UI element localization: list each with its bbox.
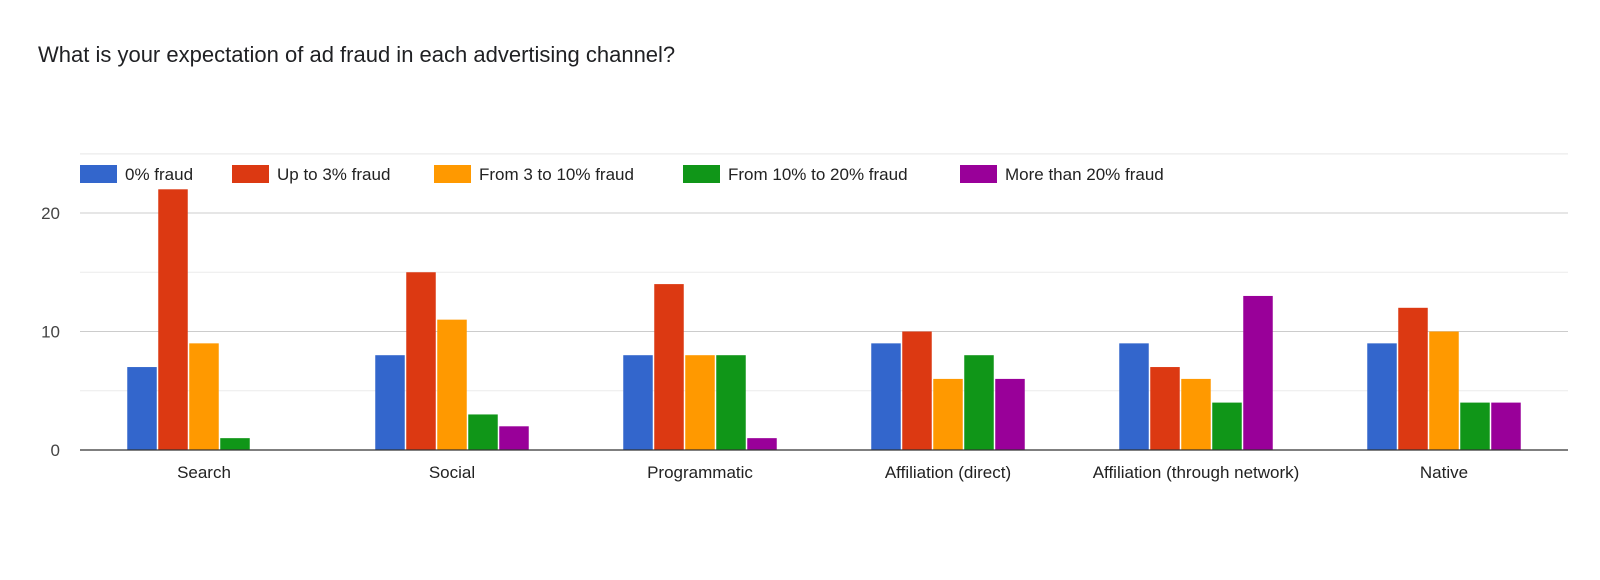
bar — [1367, 343, 1397, 450]
bar — [654, 284, 684, 450]
bar — [127, 367, 157, 450]
legend-swatch — [232, 165, 269, 183]
legend-label: Up to 3% fraud — [277, 165, 390, 184]
bar — [1212, 402, 1242, 450]
legend-label: 0% fraud — [125, 165, 193, 184]
bars — [127, 189, 1521, 451]
legend-label: From 3 to 10% fraud — [479, 165, 634, 184]
bar — [995, 378, 1025, 450]
bar — [375, 355, 405, 450]
bar — [623, 355, 653, 450]
bar — [1150, 367, 1180, 450]
y-tick-label: 10 — [41, 323, 60, 342]
bar — [871, 343, 901, 450]
legend-label: From 10% to 20% fraud — [728, 165, 908, 184]
bar — [1243, 295, 1273, 450]
bar — [1398, 307, 1428, 450]
y-tick-label: 20 — [41, 204, 60, 223]
legend: 0% fraud Up to 3% fraud From 3 to 10% frau… — [80, 165, 1164, 184]
bar — [1119, 343, 1149, 450]
bar — [933, 378, 963, 450]
legend-swatch — [960, 165, 997, 183]
bar — [406, 272, 436, 450]
axes: 0 10 20 Search Social Programmatic Affiliation… — [41, 204, 1568, 482]
bar — [1429, 331, 1459, 450]
legend-swatch — [434, 165, 471, 183]
legend-swatch — [80, 165, 117, 183]
y-tick-label: 0 — [51, 441, 60, 460]
bar — [189, 343, 219, 450]
bar — [1181, 378, 1211, 450]
legend-swatch — [683, 165, 720, 183]
x-tick-label: Social — [429, 463, 475, 482]
bar — [158, 189, 188, 451]
bar — [468, 414, 498, 450]
x-tick-label: Affiliation (direct) — [885, 463, 1011, 482]
bar — [1460, 402, 1490, 450]
bar — [499, 426, 529, 450]
x-tick-label: Search — [177, 463, 231, 482]
bar — [1491, 402, 1521, 450]
bar — [964, 355, 994, 450]
x-tick-label: Native — [1420, 463, 1468, 482]
chart-title: What is your expectation of ad fraud in … — [38, 42, 676, 67]
bar — [902, 331, 932, 450]
legend-label: More than 20% fraud — [1005, 165, 1164, 184]
bar — [716, 355, 746, 450]
gridlines — [80, 153, 1568, 392]
bar — [747, 438, 777, 450]
bar — [437, 319, 467, 450]
bar — [220, 438, 250, 450]
x-tick-label: Programmatic — [647, 463, 753, 482]
x-tick-label: Affiliation (through network) — [1093, 463, 1300, 482]
bar — [685, 355, 715, 450]
